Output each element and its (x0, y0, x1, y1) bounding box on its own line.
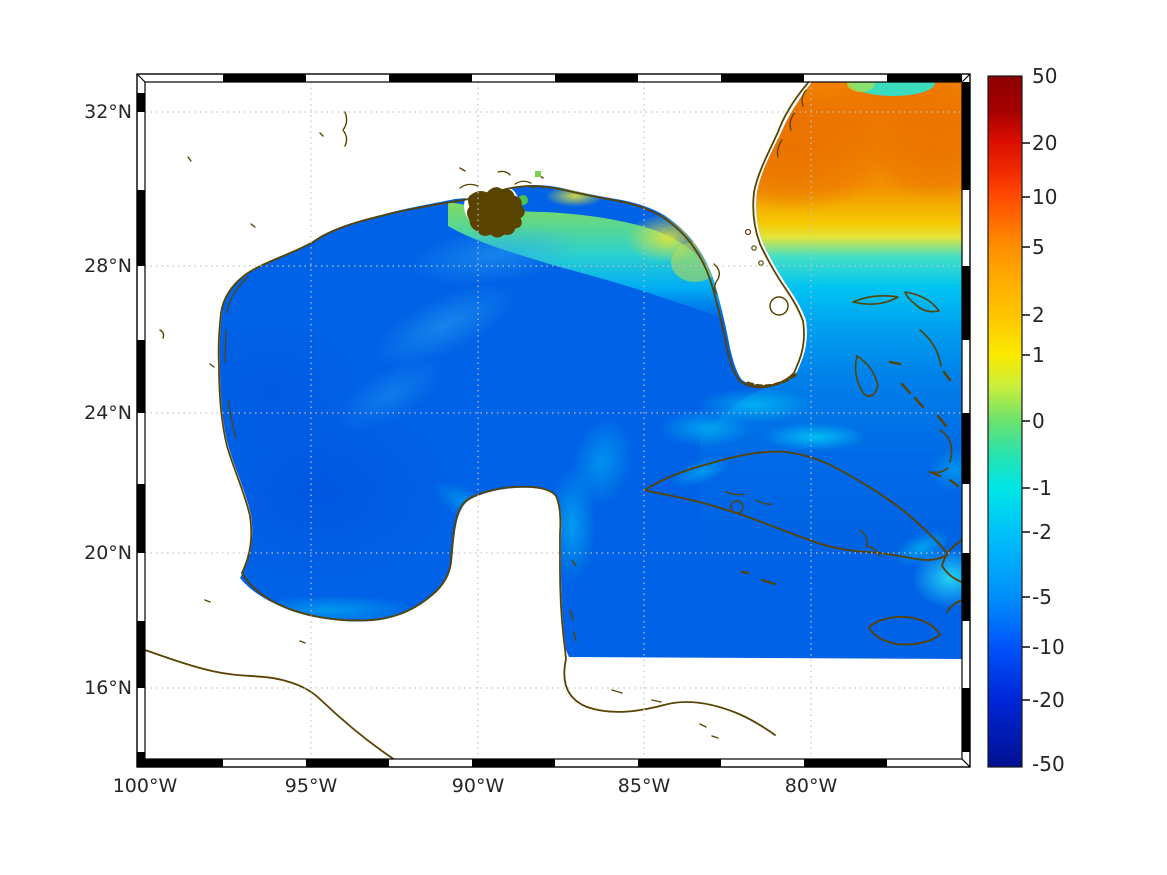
coastlines (145, 82, 962, 759)
lon-tick-label: 95°W (284, 775, 338, 797)
lat-tick-label: 24°N (84, 402, 132, 424)
data-field (145, 82, 962, 759)
lon-tick-label: 85°W (617, 775, 671, 797)
colorbar-tick-label: 50 (1032, 64, 1058, 88)
colorbar-tick-label: 20 (1032, 131, 1058, 155)
colorbar-tick-label: 5 (1032, 235, 1045, 259)
mississippi-delta (467, 187, 525, 238)
bahamas-islands (852, 291, 960, 488)
colorbar-tick-label: 2 (1032, 303, 1045, 327)
lat-tick-label: 20°N (84, 542, 132, 564)
lat-tick-label: 32°N (84, 101, 132, 123)
florida-keys (746, 371, 800, 388)
colorbar-tick-label: -2 (1032, 520, 1052, 544)
pacific-coastline (145, 649, 396, 759)
colorbar-tick-label: 1 (1032, 343, 1045, 367)
colorbar-tick-label: -50 (1032, 752, 1065, 776)
lon-tick-label: 80°W (784, 775, 838, 797)
coastal-green-pixel (535, 171, 541, 177)
cuba-coastline (644, 450, 949, 561)
colorbar-tick-label: -1 (1032, 476, 1052, 500)
lake-okeechobee (769, 296, 789, 316)
lat-tick-label: 16°N (84, 677, 132, 699)
isle-of-youth (730, 500, 744, 514)
colorbar-tick-label: -10 (1032, 635, 1065, 659)
map-frame (136, 73, 971, 768)
colorbar-gradient (987, 75, 1023, 768)
hispaniola-edge (941, 539, 962, 613)
colorbar-tick-label: 10 (1032, 185, 1058, 209)
colorbar-tick-label: -5 (1032, 585, 1052, 609)
jamaica-coastline (868, 615, 941, 646)
colorbar (987, 75, 1030, 768)
lon-tick-label: 100°W (112, 775, 178, 797)
graticule (145, 82, 962, 759)
colorbar-tick-label: -20 (1032, 688, 1065, 712)
colorbar-tick-marks (1022, 142, 1030, 701)
colorbar-tick-label: 0 (1032, 409, 1045, 433)
lon-tick-label: 90°W (451, 775, 505, 797)
lat-tick-label: 28°N (84, 255, 132, 277)
tampa-bay (713, 263, 721, 295)
